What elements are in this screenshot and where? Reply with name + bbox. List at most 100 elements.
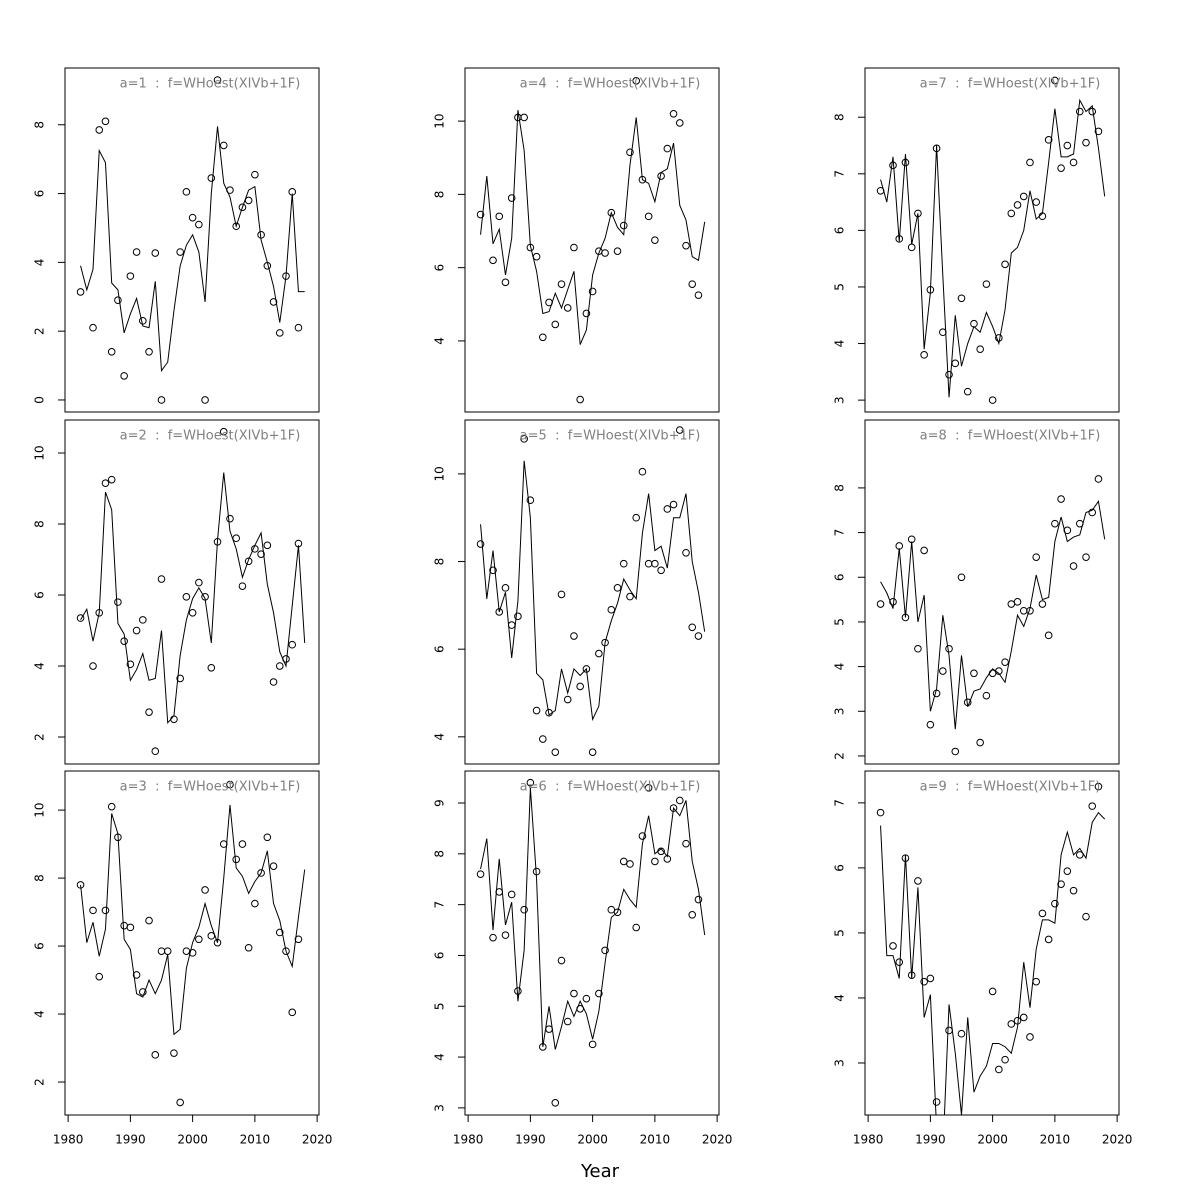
data-point xyxy=(1094,782,1103,791)
data-point xyxy=(988,987,997,996)
data-point xyxy=(613,908,622,917)
panel-title: a=9 : f=WHoest(XIVb+1F) xyxy=(920,780,1101,795)
data-point xyxy=(1088,508,1097,517)
data-point xyxy=(914,877,922,885)
plot-area xyxy=(76,427,306,756)
data-point xyxy=(570,632,578,640)
data-point xyxy=(195,935,203,944)
data-point xyxy=(275,329,284,337)
data-point xyxy=(632,923,641,932)
data-point xyxy=(1088,802,1097,810)
y-tick-label: 4 xyxy=(433,1053,447,1061)
data-point xyxy=(145,348,153,356)
data-point xyxy=(176,674,184,683)
y-tick-label: 2 xyxy=(33,1078,47,1086)
data-point xyxy=(120,372,128,380)
y-tick-label: 4 xyxy=(33,1010,47,1018)
x-tick-label: 2010 xyxy=(240,1133,271,1147)
data-point xyxy=(101,479,110,487)
y-tick-label: 5 xyxy=(833,283,847,291)
data-point xyxy=(563,695,572,704)
data-point xyxy=(595,989,603,998)
data-point xyxy=(151,747,160,756)
x-tick-label: 1980 xyxy=(53,1133,84,1147)
data-point xyxy=(939,667,947,675)
data-point xyxy=(269,298,278,306)
data-point xyxy=(588,748,597,756)
y-tick-label: 4 xyxy=(833,994,847,1002)
data-point xyxy=(157,575,166,583)
data-point xyxy=(1026,1033,1034,1041)
data-point xyxy=(1094,475,1103,483)
data-point xyxy=(632,77,641,85)
y-tick-label: 2 xyxy=(833,752,847,760)
data-point xyxy=(501,931,510,939)
y-tick-label: 6 xyxy=(833,864,847,872)
data-point xyxy=(920,546,928,555)
data-point xyxy=(669,109,678,118)
data-point xyxy=(1013,201,1022,209)
data-point xyxy=(1038,600,1047,608)
y-tick-label: 3 xyxy=(433,1104,447,1112)
data-point xyxy=(914,644,922,653)
data-point xyxy=(945,370,953,379)
data-point xyxy=(507,890,516,899)
data-point xyxy=(526,496,535,504)
data-point xyxy=(1026,158,1034,167)
y-tick-label: 2 xyxy=(33,733,47,741)
x-tick-label: 2020 xyxy=(702,1133,733,1147)
data-point xyxy=(201,396,209,404)
data-point xyxy=(694,291,703,299)
data-point xyxy=(1007,209,1016,218)
data-point xyxy=(526,778,535,787)
y-tick-label: 10 xyxy=(433,466,447,481)
data-point xyxy=(195,578,203,587)
data-point xyxy=(1082,553,1090,561)
data-point xyxy=(1051,76,1059,85)
data-point xyxy=(132,626,141,635)
data-point xyxy=(1019,1013,1028,1022)
panel-title: a=8 : f=WHoest(XIVb+1F) xyxy=(920,429,1101,444)
y-tick-label: 4 xyxy=(33,662,47,670)
data-point xyxy=(507,194,516,202)
x-tick-label: 2000 xyxy=(577,1133,608,1147)
data-point xyxy=(126,923,135,932)
data-point xyxy=(570,989,578,998)
data-point xyxy=(970,669,978,678)
data-point xyxy=(675,796,684,805)
data-point xyxy=(107,802,116,811)
x-tick-label: 2010 xyxy=(640,1133,671,1147)
data-point xyxy=(563,304,572,312)
x-tick-label: 2010 xyxy=(1040,1133,1071,1147)
data-point xyxy=(682,839,690,848)
data-point xyxy=(288,640,297,649)
data-point xyxy=(1082,138,1090,147)
data-point xyxy=(489,256,497,265)
panel: 3 4 5 6 7 8 9 1980 1990 2000 2010 2020 a=6 : f=WHoes… xyxy=(433,770,733,1147)
y-tick-label: 4 xyxy=(433,337,447,345)
data-point xyxy=(582,994,591,1003)
y-tick-label: 4 xyxy=(833,340,847,348)
panel-title: a=6 : f=WHoest(XIVb+1F) xyxy=(520,780,701,795)
data-point xyxy=(257,550,265,558)
y-tick-label: 4 xyxy=(433,733,447,741)
data-point xyxy=(920,977,928,986)
data-point xyxy=(226,780,234,789)
panel-frame xyxy=(464,67,720,413)
data-point xyxy=(651,857,659,866)
data-point xyxy=(626,860,634,868)
data-point xyxy=(251,899,259,908)
data-point xyxy=(244,557,253,566)
data-point xyxy=(1001,260,1009,269)
data-point xyxy=(669,500,678,509)
data-point xyxy=(275,928,284,937)
data-point xyxy=(219,427,228,436)
y-tick-label: 8 xyxy=(33,121,47,129)
plot-area xyxy=(76,780,306,1107)
data-point xyxy=(551,1099,560,1107)
data-point xyxy=(114,296,122,305)
data-point xyxy=(539,735,547,743)
data-point xyxy=(682,548,690,557)
data-point xyxy=(663,144,672,153)
data-point xyxy=(1051,519,1059,528)
